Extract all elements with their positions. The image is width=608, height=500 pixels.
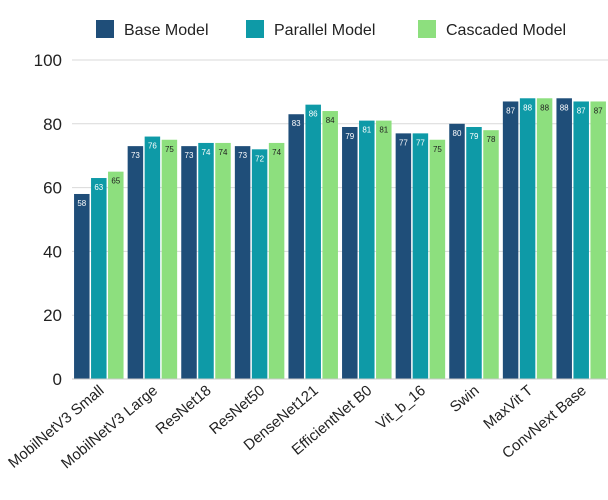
data-label: 81 [379,126,388,135]
bar [322,111,338,379]
bar [215,142,231,379]
data-label: 73 [185,151,194,160]
data-label: 79 [470,132,479,141]
bar [502,101,519,379]
data-label: 58 [77,199,86,208]
bar [74,193,90,379]
bar [449,123,465,379]
data-label: 87 [594,106,603,115]
legend-item: Cascaded Model [418,20,566,39]
x-tick-label: MobilNetV3 Small [5,382,107,472]
data-label: 63 [94,183,103,192]
bar [412,133,429,379]
bar [395,133,412,379]
bar [91,178,107,379]
bar [483,130,499,379]
data-label: 75 [433,145,442,154]
legend-item: Base Model [96,20,209,39]
data-label: 88 [523,103,532,112]
data-label: 88 [540,103,549,112]
data-label: 74 [272,148,281,157]
gridlines [72,59,608,316]
data-label: 75 [165,145,174,154]
bar [305,104,321,379]
bar [198,142,214,379]
y-tick-label: 20 [43,306,62,325]
x-tick-label: Swin [447,382,483,416]
data-label: 65 [111,177,120,186]
legend-item: Parallel Model [246,20,375,39]
legend-label: Base Model [124,22,209,39]
data-label: 80 [453,129,462,138]
legend-swatch [96,20,114,38]
data-label: 76 [148,142,157,151]
legend-label: Parallel Model [274,22,375,39]
data-label: 79 [345,132,354,141]
y-tick-label: 0 [53,370,62,389]
data-label: 78 [487,135,496,144]
bar [342,126,358,380]
y-axis: 0 20 40 60 80 100 [34,51,62,389]
legend-swatch [418,20,436,38]
bar [376,120,392,380]
x-tick-label: Vit_b_16 [373,382,429,433]
y-tick-label: 60 [43,179,62,198]
legend: Base Model Parallel Model Cascaded Model [96,20,566,39]
bar [251,149,268,379]
bar [234,146,251,379]
data-label: 77 [399,138,408,147]
data-label: 73 [238,151,247,160]
data-label: 86 [309,110,318,119]
data-label: 77 [416,138,425,147]
bar [161,139,178,379]
bar [429,139,446,379]
bar [288,114,304,379]
bar [519,98,536,379]
bar [144,136,161,379]
bar [108,171,124,379]
data-label: 73 [131,151,140,160]
y-tick-label: 80 [43,115,62,134]
data-label: 72 [255,154,264,163]
bars: 58 73 73 73 83 79 77 80 87 88 63 76 74 72 86 81 77 79 88 87… [74,98,606,380]
data-label: 87 [577,106,586,115]
bar [573,101,589,379]
x-tick-label: ResNet18 [153,382,215,438]
data-label: 81 [362,126,371,135]
data-label: 74 [202,148,211,157]
legend-swatch [246,20,264,38]
data-label: 87 [506,106,515,115]
bar [359,120,375,380]
bar [268,142,285,379]
bar [590,101,606,379]
data-label: 88 [560,103,569,112]
y-tick-label: 100 [34,51,62,70]
data-label: 84 [326,116,335,125]
bar [536,98,553,379]
x-tick-label: MobilNetV3 Large [58,382,161,472]
bar [181,146,197,379]
bar [556,98,572,379]
legend-label: Cascaded Model [446,22,566,39]
data-label: 83 [292,119,301,128]
bar [466,126,482,380]
bar [127,146,144,379]
data-label: 74 [219,148,228,157]
y-tick-label: 40 [43,242,62,261]
